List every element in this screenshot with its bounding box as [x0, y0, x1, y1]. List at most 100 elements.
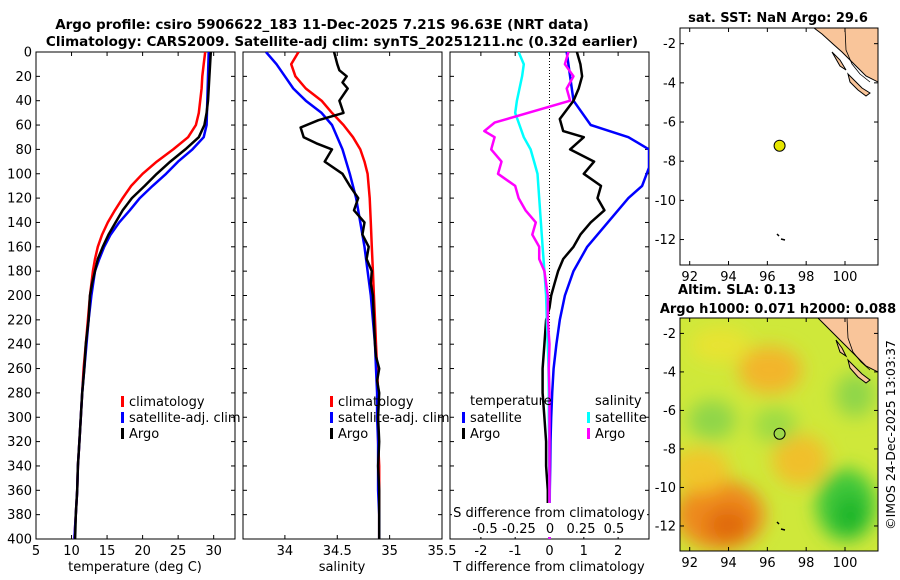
sst-map-title: sat. SST: NaN Argo: 29.6 — [688, 11, 868, 26]
legend-argo-label: Argo — [338, 427, 368, 442]
map-x-tick-label: 96 — [759, 270, 776, 285]
depth-tick-label: 320 — [7, 435, 32, 450]
sla-low-center — [753, 407, 797, 443]
depth-tick-label: 240 — [7, 338, 32, 353]
sst-map-panel: sat. SST: NaN Argo: 29.6 92 94 96 98 100 -2 -4… — [655, 11, 879, 285]
depth-tick-label: 100 — [7, 167, 32, 182]
map-x-tick-label: 100 — [833, 556, 858, 571]
coastline-islands — [835, 339, 871, 384]
legend-climatology-label: climatology — [338, 395, 414, 410]
map-y-tick-label: -12 — [655, 519, 676, 534]
sla-map-axes: 92 94 96 98 100 -2 -4 -6 -8 -10 -12 — [655, 318, 878, 571]
temperature-series — [73, 52, 213, 539]
s-difference-ticks: -0.5 -0.25 0 0.25 0.5 — [472, 522, 624, 537]
depth-tick-label: 260 — [7, 362, 32, 377]
legend-argo-swatch — [121, 428, 124, 439]
argo-position-marker — [773, 427, 786, 440]
sla-warm-north — [738, 346, 802, 394]
depth-tick-label: 180 — [7, 265, 32, 280]
salinity-panel: 34 34.5 35 35.5 salinity climatology satell… — [242, 51, 457, 575]
x-tick-label: -1 — [509, 544, 522, 559]
difference-x-axis: -2 -1 0 1 2 — [474, 52, 622, 559]
small-islet — [776, 233, 786, 241]
map-x-tick-label: 98 — [798, 556, 815, 571]
depth-tick-label: 120 — [7, 192, 32, 207]
depth-tick-label: 400 — [7, 533, 32, 548]
temperature-x-axis: 5 10 15 20 25 30 — [32, 52, 222, 559]
x-tick-label: 35.5 — [428, 544, 457, 559]
salinity-axis-label: salinity — [319, 560, 366, 575]
argo-position-marker — [773, 139, 786, 152]
sla-low-east-core — [834, 495, 866, 535]
x-tick-label: 0 — [545, 544, 553, 559]
series-line-temperature-argo — [541, 52, 606, 539]
map-x-tick-label: 94 — [720, 270, 737, 285]
depth-tick-label: 0 — [24, 46, 32, 61]
map-x-tick-label: 98 — [798, 270, 815, 285]
temperature-legend: climatology satellite-adj. clim Argo — [121, 395, 241, 442]
sla-map-panel: Altim. SLA: 0.13 Argo h1000: 0.071 h2000… — [655, 283, 896, 571]
depth-tick-label: 380 — [7, 508, 32, 523]
s-tick-label: 0 — [546, 522, 554, 537]
t-difference-axis-label: T difference from climatology — [452, 560, 645, 575]
legend-temperature-title: temperature — [470, 394, 552, 409]
figure-title-line1: Argo profile: csiro 5906622_183 11-Dec-2… — [55, 17, 589, 33]
x-tick-label: 15 — [99, 544, 116, 559]
depth-axis: 0 20 40 60 80 100 120 140 160 180 200 220 240 260 280 3… — [7, 46, 235, 548]
depth-tick-label: 200 — [7, 289, 32, 304]
depth-tick-label: 280 — [7, 386, 32, 401]
depth-tick-label: 20 — [15, 70, 32, 85]
depth-tick-label: 40 — [15, 94, 32, 109]
legend-climatology-swatch — [121, 396, 124, 407]
coastline-islands — [831, 51, 871, 97]
legend-climatology-swatch — [330, 396, 333, 407]
s-tick-label: 0.25 — [567, 522, 596, 537]
salinity-series — [265, 52, 381, 539]
sla-low-northeast — [835, 373, 875, 417]
map-y-tick-label: -8 — [663, 442, 676, 457]
salinity-depth-ticks — [243, 51, 442, 540]
x-tick-label: 25 — [170, 544, 187, 559]
legend-s-argo-swatch — [587, 428, 590, 439]
map-y-tick-label: -10 — [655, 481, 676, 496]
s-difference-axis-label: S difference from climatology — [453, 506, 645, 521]
legend-t-satellite-label: satellite — [470, 411, 522, 426]
difference-legend: temperature salinity satellite Argo sate… — [462, 394, 647, 442]
map-x-tick-label: 94 — [720, 556, 737, 571]
legend-t-argo-swatch — [462, 428, 465, 439]
map-x-tick-label: 92 — [681, 270, 698, 285]
series-line-argo — [299, 52, 381, 539]
map-y-tick-label: -8 — [663, 155, 676, 170]
x-tick-label: 34.5 — [323, 544, 352, 559]
depth-tick-label: 300 — [7, 411, 32, 426]
s-axis-label-background — [452, 503, 647, 537]
depth-tick-label: 60 — [15, 119, 32, 134]
series-line-argo — [73, 52, 213, 539]
map-x-tick-label: 96 — [759, 556, 776, 571]
land-sumatra — [813, 28, 878, 83]
sla-yellow-north — [690, 327, 750, 363]
map-y-tick-label: -4 — [663, 76, 676, 91]
sst-map-land — [776, 28, 878, 241]
x-tick-label: 2 — [614, 544, 622, 559]
x-tick-label: 5 — [32, 544, 40, 559]
series-line-temperature-satellite — [548, 52, 649, 539]
s-tick-label: 0.5 — [604, 522, 625, 537]
s-tick-label: -0.25 — [502, 522, 536, 537]
legend-argo-label: Argo — [129, 427, 159, 442]
difference-panel: -2 -1 0 1 2 S difference from climatology -0… — [449, 51, 650, 575]
legend-satellite-swatch — [121, 412, 124, 423]
x-tick-label: 35 — [381, 544, 398, 559]
difference-series — [483, 52, 649, 539]
x-tick-label: 34 — [277, 544, 294, 559]
sla-field — [680, 318, 878, 551]
map-y-tick-label: -12 — [655, 233, 676, 248]
legend-satellite-swatch — [330, 412, 333, 423]
x-tick-label: 1 — [580, 544, 588, 559]
legend-climatology-label: climatology — [129, 395, 205, 410]
x-tick-label: -2 — [474, 544, 487, 559]
map-x-tick-label: 92 — [681, 556, 698, 571]
map-y-tick-label: -2 — [663, 37, 676, 52]
depth-tick-label: 80 — [15, 143, 32, 158]
temperature-axis-label: temperature (deg C) — [68, 560, 202, 575]
